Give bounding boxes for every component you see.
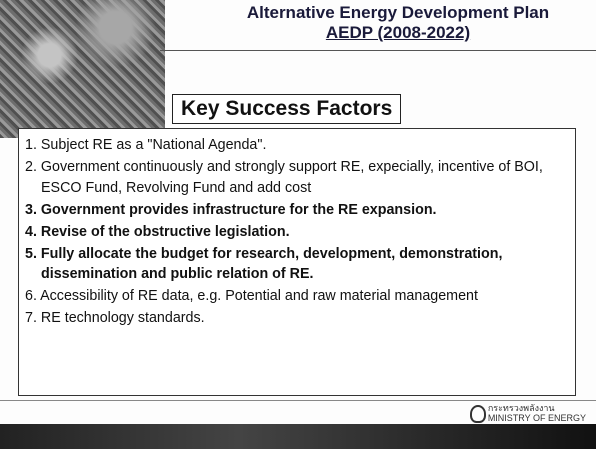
factor-item: 4. Revise of the obstructive legislation… (25, 222, 569, 243)
factor-item: 3. Government provides infrastructure fo… (25, 200, 569, 221)
rule (160, 50, 596, 51)
content-box: 1. Subject RE as a "National Agenda".2. … (18, 128, 576, 396)
logo: กระทรวงพลังงาน MINISTRY OF ENERGY (488, 403, 586, 423)
logo-icon (470, 405, 486, 423)
title-line: AEDP (2008-2022) (200, 23, 596, 43)
rule (0, 400, 596, 401)
factor-list: 1. Subject RE as a "National Agenda".2. … (19, 129, 575, 329)
factor-item: 2. Government continuously and strongly … (25, 157, 569, 198)
factor-item: 5. Fully allocate the budget for researc… (25, 244, 569, 285)
factor-item: 1. Subject RE as a "National Agenda". (25, 135, 569, 156)
factor-item: 7. RE technology standards. (25, 308, 569, 329)
title: Alternative Energy Development Plan AEDP… (200, 3, 596, 43)
factor-item: 6. Accessibility of RE data, e.g. Potent… (25, 286, 569, 307)
header-photo (0, 0, 165, 138)
logo-text: กระทรวงพลังงาน (488, 403, 586, 413)
slide: Alternative Energy Development Plan AEDP… (0, 0, 596, 449)
logo-text: MINISTRY OF ENERGY (488, 413, 586, 423)
subtitle: Key Success Factors (172, 94, 401, 124)
title-line: Alternative Energy Development Plan (200, 3, 596, 23)
footer-band (0, 424, 596, 449)
